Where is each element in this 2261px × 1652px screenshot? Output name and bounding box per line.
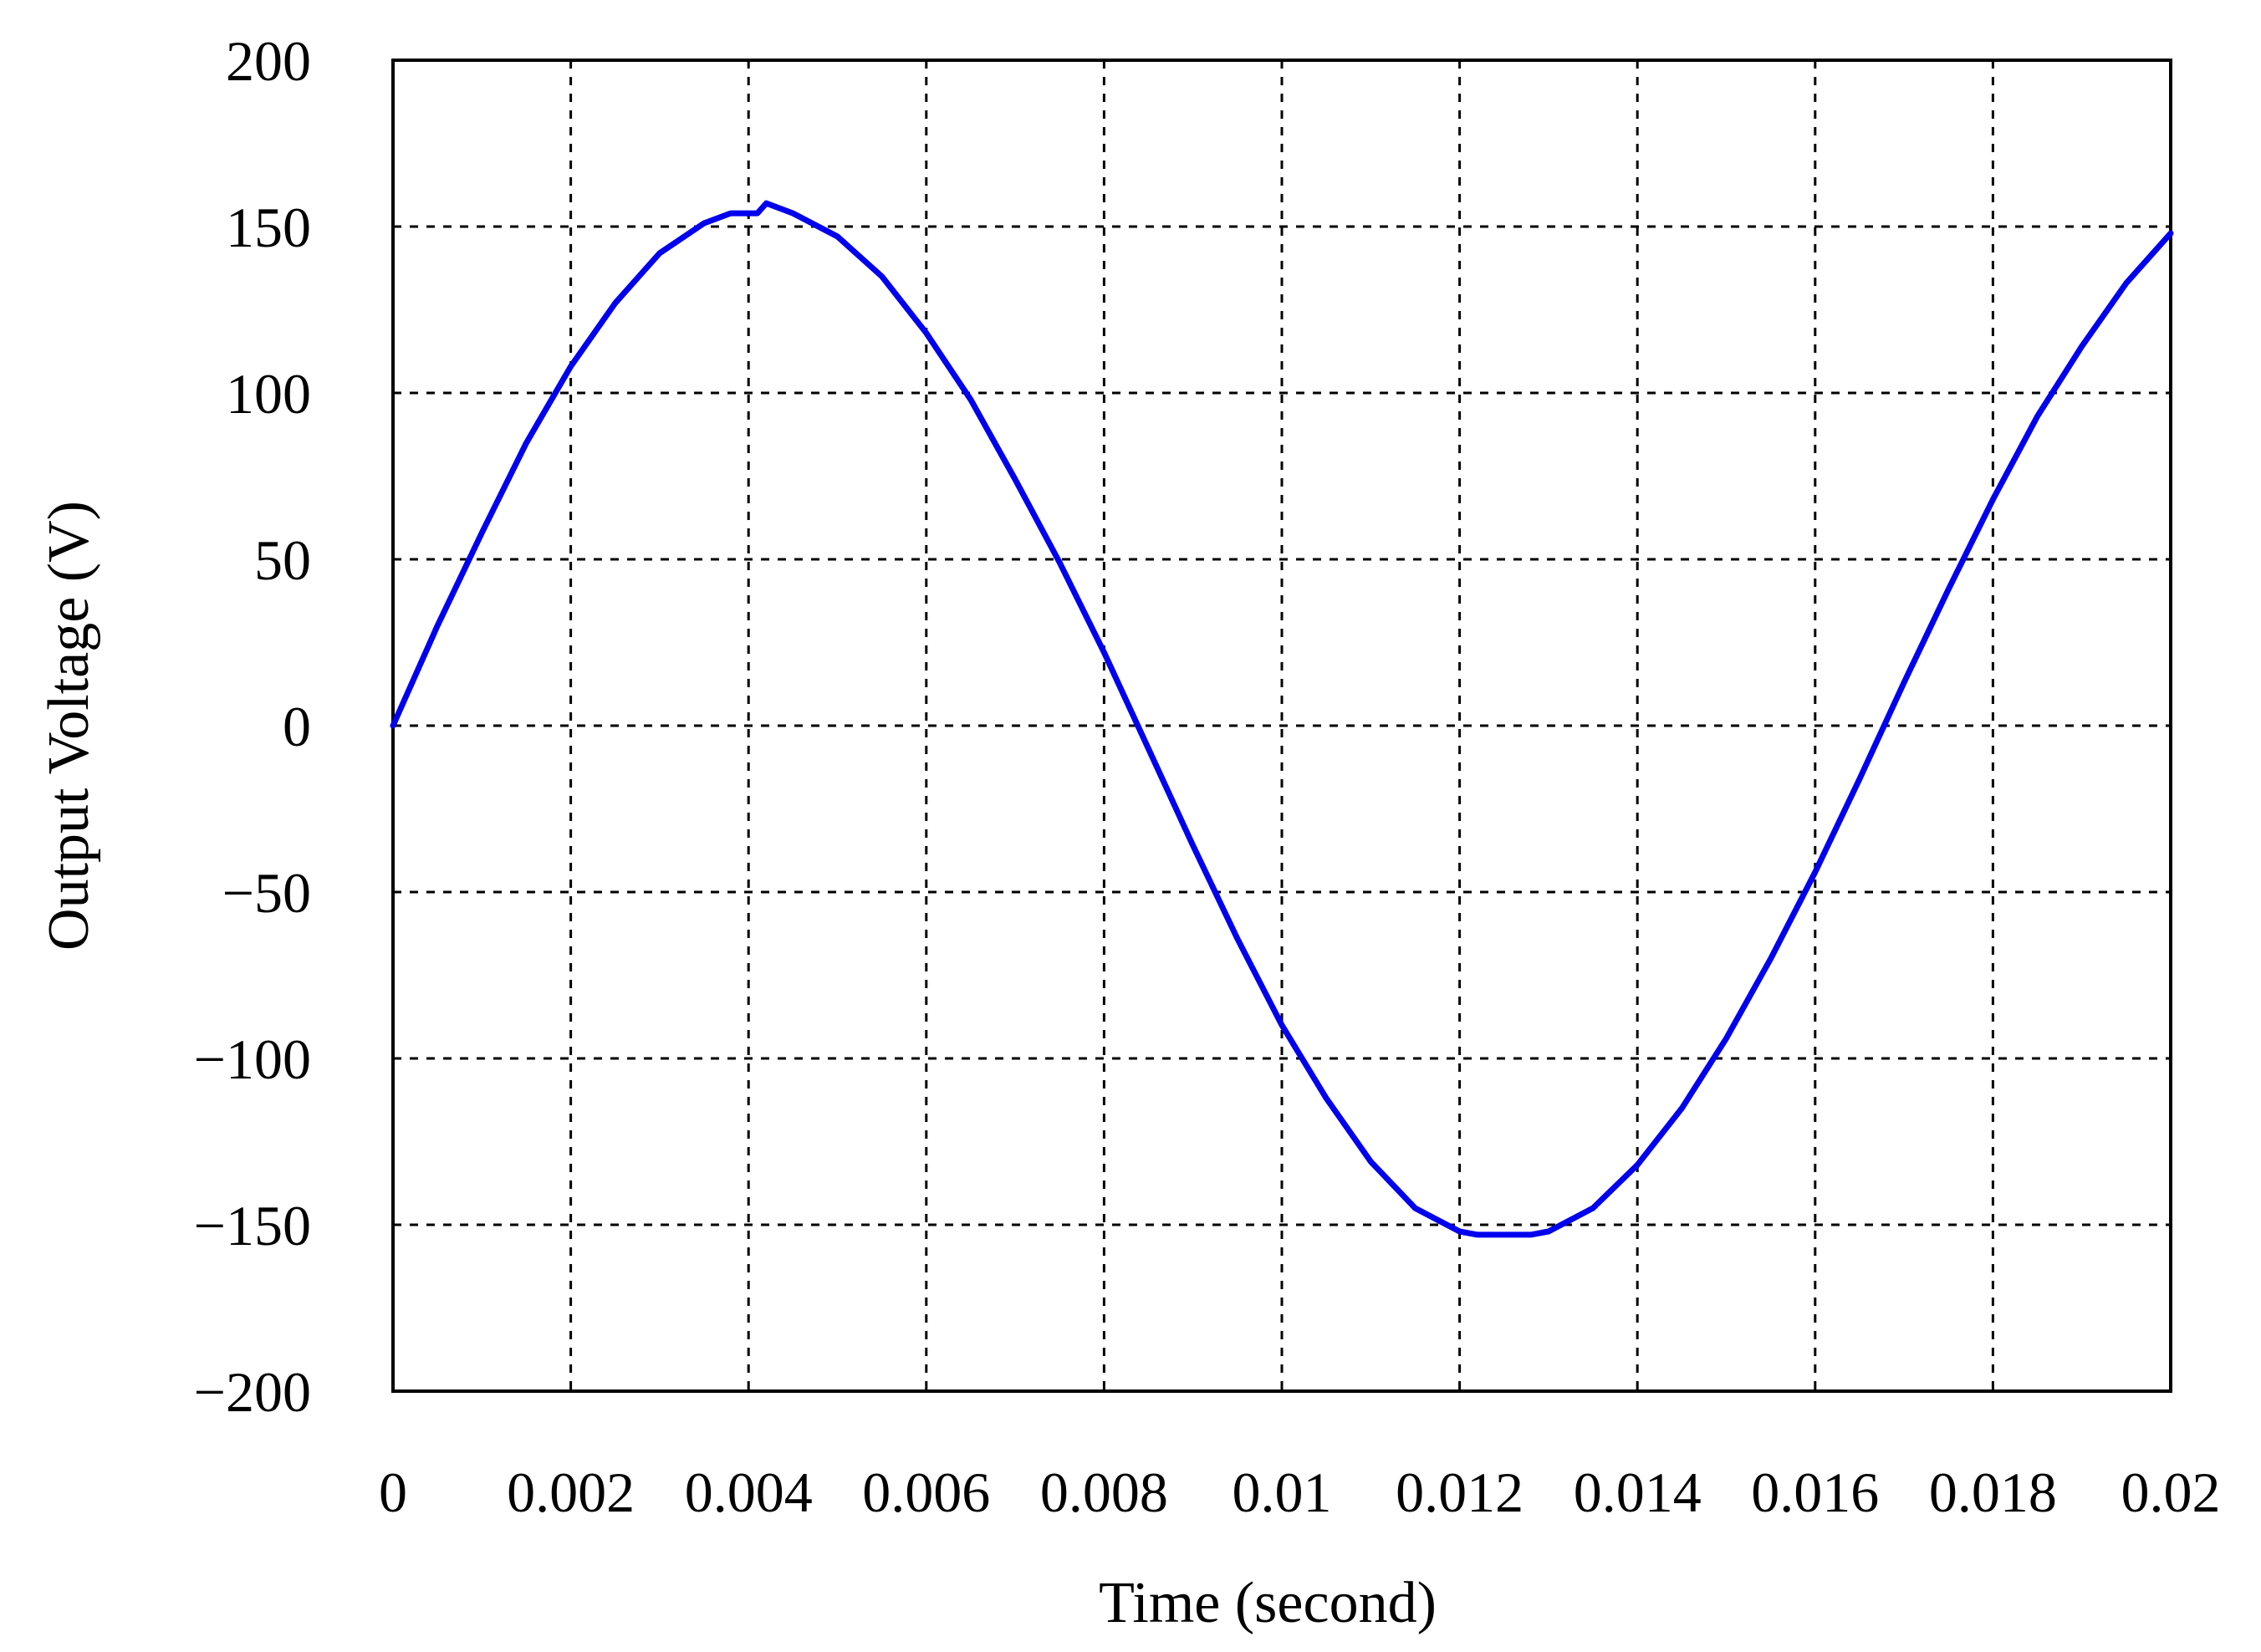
- y-tick-label: −100: [194, 1027, 311, 1091]
- y-tick-label: 50: [254, 528, 311, 592]
- x-tick-label: 0: [379, 1461, 407, 1524]
- y-tick-label: 100: [226, 362, 311, 426]
- series-layer: [390, 200, 2174, 1238]
- x-tick-label: 0.016: [1751, 1461, 1879, 1524]
- x-tick-label: 0.02: [2121, 1461, 2221, 1524]
- grid-lines: [393, 60, 2171, 1391]
- y-tick-label: −200: [194, 1360, 311, 1424]
- series-line: [390, 200, 2174, 1238]
- x-tick-label: 0.014: [1574, 1461, 1702, 1524]
- y-tick-labels: 200 150 100 50 0 −50 −100 −150 −200: [194, 29, 311, 1424]
- x-tick-label: 0.018: [1929, 1461, 2057, 1524]
- y-tick-label: 0: [283, 695, 311, 758]
- x-tick-label: 0.008: [1040, 1461, 1168, 1524]
- x-tick-label: 0.002: [507, 1461, 635, 1524]
- y-tick-label: −50: [222, 861, 311, 925]
- y-tick-label: 200: [226, 29, 311, 93]
- y-axis-title: Output Voltage (V): [37, 501, 101, 951]
- y-tick-label: 150: [226, 196, 311, 259]
- x-tick-label: 0.012: [1396, 1461, 1523, 1524]
- x-tick-label: 0.004: [685, 1461, 813, 1524]
- x-tick-label: 0.01: [1233, 1461, 1332, 1524]
- x-tick-label: 0.006: [862, 1461, 990, 1524]
- y-tick-label: −150: [194, 1194, 311, 1257]
- x-axis-title: Time (second): [1099, 1571, 1437, 1635]
- x-tick-labels: 0 0.002 0.004 0.006 0.008 0.01 0.012 0.014 0.016…: [379, 1461, 2221, 1524]
